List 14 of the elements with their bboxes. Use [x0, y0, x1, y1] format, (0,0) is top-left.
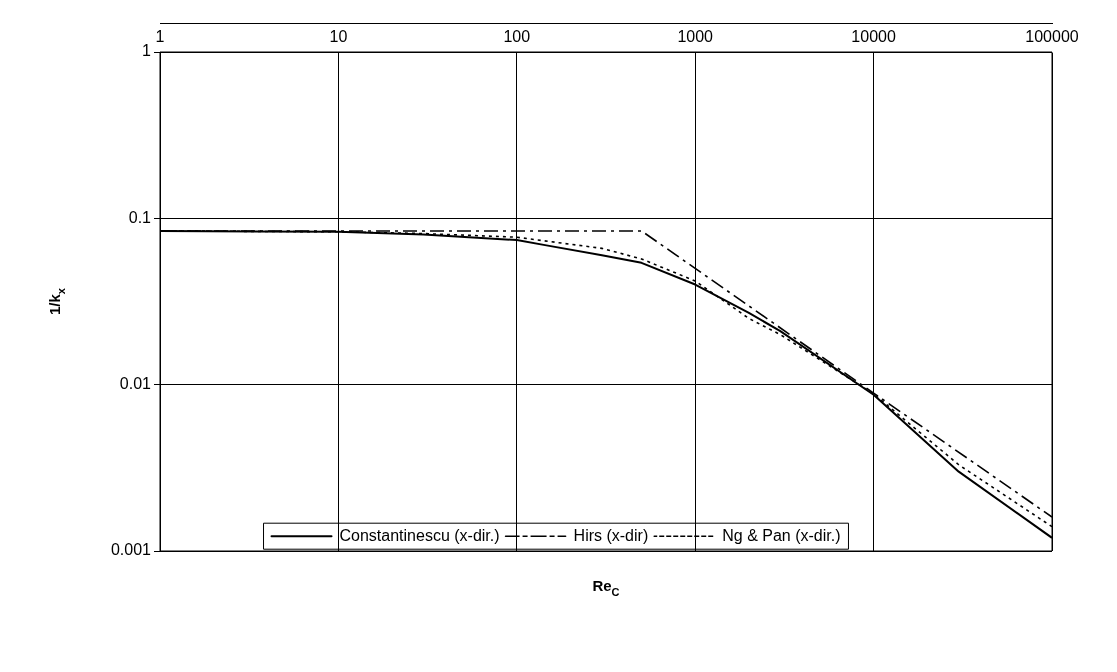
y-tick-label: 1 [142, 42, 152, 60]
x-tick-label: 100000 [1025, 28, 1079, 46]
legend-label: Ng & Pan (x-dir.) [722, 526, 841, 544]
y-tick-label: 0.001 [110, 541, 152, 559]
y-axis-title: 1/kx [46, 287, 67, 315]
x-tick-label: 1 [155, 28, 165, 46]
y-tick-label: 0.1 [128, 208, 152, 226]
x-tick-label: 10000 [851, 28, 896, 46]
y-tick-label: 0.01 [119, 375, 152, 393]
x-tick-label: 1000 [677, 28, 714, 46]
x-tick-label: 100 [503, 28, 531, 46]
legend-label: Hirs (x-dir) [573, 526, 649, 544]
x-tick-label: 10 [329, 28, 348, 46]
legend-label: Constantinescu (x-dir.) [339, 526, 500, 544]
